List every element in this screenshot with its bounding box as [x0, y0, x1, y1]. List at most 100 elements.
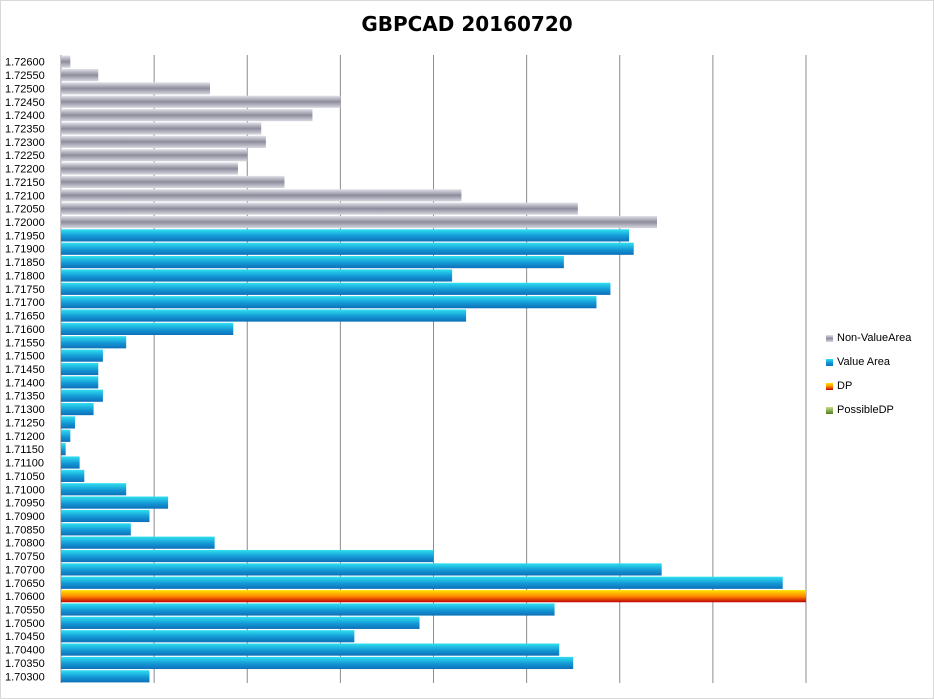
- y-tick-label: 1.71200: [5, 431, 45, 443]
- y-tick-label: 1.72600: [5, 57, 45, 69]
- y-tick-label: 1.71700: [5, 297, 45, 309]
- legend-item-value-area: Value Area: [826, 350, 930, 374]
- bar-1-72550: [61, 68, 99, 82]
- legend: Non-ValueArea Value Area DP PossibleDP: [826, 326, 930, 422]
- bar-1-71150: [61, 443, 66, 456]
- legend-label-possible-dp: PossibleDP: [837, 404, 894, 416]
- bar-1-70700: [61, 563, 662, 576]
- bar-1-70350: [61, 656, 574, 670]
- bar-1-70300: [61, 670, 150, 683]
- bar-1-70800: [61, 536, 215, 549]
- bar-1-72250: [61, 149, 248, 162]
- bar-1-70650: [61, 576, 783, 589]
- legend-label-non-value-area: Non-ValueArea: [837, 332, 912, 344]
- y-tick-label: 1.72350: [5, 123, 45, 135]
- bar-1-71000: [61, 483, 127, 496]
- bar-1-72450: [61, 95, 341, 108]
- legend-label-value-area: Value Area: [837, 356, 891, 368]
- bar-1-70950: [61, 496, 169, 509]
- legend-swatch-possible-dp: [826, 406, 833, 414]
- bar-1-71600: [61, 322, 234, 335]
- y-tick-label: 1.71450: [5, 364, 45, 376]
- bar-1-72500: [61, 82, 210, 95]
- bar-1-70600: [61, 590, 806, 603]
- bar-1-71100: [61, 456, 80, 469]
- y-tick-label: 1.70800: [5, 538, 45, 550]
- y-tick-label: 1.71250: [5, 417, 45, 429]
- y-tick-label: 1.72100: [5, 190, 45, 202]
- legend-item-possible-dp: PossibleDP: [826, 398, 930, 422]
- y-tick-label: 1.71050: [5, 471, 45, 483]
- bar-1-70750: [61, 549, 434, 563]
- bar-1-71650: [61, 309, 467, 322]
- bar-1-71300: [61, 403, 94, 416]
- legend-item-dp: DP: [826, 374, 930, 398]
- y-tick-label: 1.72550: [5, 70, 45, 82]
- legend-swatch-dp: [826, 382, 833, 390]
- y-tick-label: 1.72250: [5, 150, 45, 162]
- bar-1-71950: [61, 229, 630, 242]
- y-tick-label: 1.70850: [5, 524, 45, 536]
- y-tick-label: 1.71550: [5, 337, 45, 349]
- bar-1-71450: [61, 362, 99, 376]
- y-tick-label: 1.71500: [5, 351, 45, 363]
- y-tick-label: 1.70950: [5, 498, 45, 510]
- bar-1-71350: [61, 389, 103, 402]
- chart-title: GBPCAD 20160720: [361, 12, 573, 36]
- bar-1-71550: [61, 336, 127, 349]
- y-tick-label: 1.71350: [5, 391, 45, 403]
- bar-1-72300: [61, 135, 266, 148]
- y-tick-label: 1.70750: [5, 551, 45, 563]
- y-tick-label: 1.70600: [5, 591, 45, 603]
- bar-1-70850: [61, 523, 131, 536]
- bar-1-71200: [61, 429, 71, 442]
- y-tick-label: 1.71150: [5, 444, 44, 456]
- y-tick-label: 1.70450: [5, 631, 45, 643]
- y-tick-label: 1.70550: [5, 605, 45, 617]
- y-tick-label: 1.70650: [5, 578, 45, 590]
- y-tick-label: 1.72050: [5, 204, 45, 216]
- y-tick-label: 1.71900: [5, 244, 45, 256]
- y-tick-label: 1.70300: [5, 671, 45, 683]
- bar-1-72150: [61, 175, 285, 189]
- y-tick-label: 1.71400: [5, 377, 45, 389]
- y-tick-label: 1.72400: [5, 110, 45, 122]
- y-tick-label: 1.72500: [5, 83, 45, 95]
- y-tick-label: 1.70700: [5, 564, 45, 576]
- bar-1-71500: [61, 349, 103, 362]
- legend-swatch-value-area: [826, 358, 833, 366]
- y-tick-label: 1.72000: [5, 217, 45, 229]
- bar-1-72600: [61, 55, 71, 68]
- y-tick-label: 1.71650: [5, 311, 45, 323]
- legend-swatch-non-value-area: [826, 334, 833, 342]
- bar-1-71900: [61, 242, 634, 255]
- y-tick-label: 1.71000: [5, 484, 45, 496]
- bar-1-71250: [61, 416, 75, 429]
- bar-1-70400: [61, 643, 560, 656]
- bar-1-71400: [61, 376, 99, 389]
- bar-1-72000: [61, 215, 657, 229]
- legend-item-non-value-area: Non-ValueArea: [826, 326, 930, 350]
- y-tick-label: 1.72200: [5, 164, 45, 176]
- legend-label-dp: DP: [837, 380, 853, 392]
- y-tick-label: 1.72450: [5, 97, 45, 109]
- bar-1-72400: [61, 109, 313, 122]
- y-tick-label: 1.70350: [5, 658, 45, 670]
- bar-1-70550: [61, 603, 555, 616]
- bar-1-70900: [61, 509, 150, 523]
- y-tick-label: 1.71750: [5, 284, 45, 296]
- bars: [61, 55, 806, 683]
- y-tick-label: 1.71800: [5, 270, 45, 282]
- y-tick-label: 1.71100: [5, 458, 44, 470]
- y-tick-label: 1.72150: [5, 177, 45, 189]
- y-tick-label: 1.71300: [5, 404, 45, 416]
- bar-1-71850: [61, 256, 564, 269]
- bar-1-70450: [61, 630, 355, 643]
- bar-1-71050: [61, 469, 85, 482]
- y-tick-label: 1.71850: [5, 257, 45, 269]
- bar-1-70500: [61, 616, 420, 629]
- bar-1-71800: [61, 269, 453, 282]
- y-tick-label: 1.70900: [5, 511, 45, 523]
